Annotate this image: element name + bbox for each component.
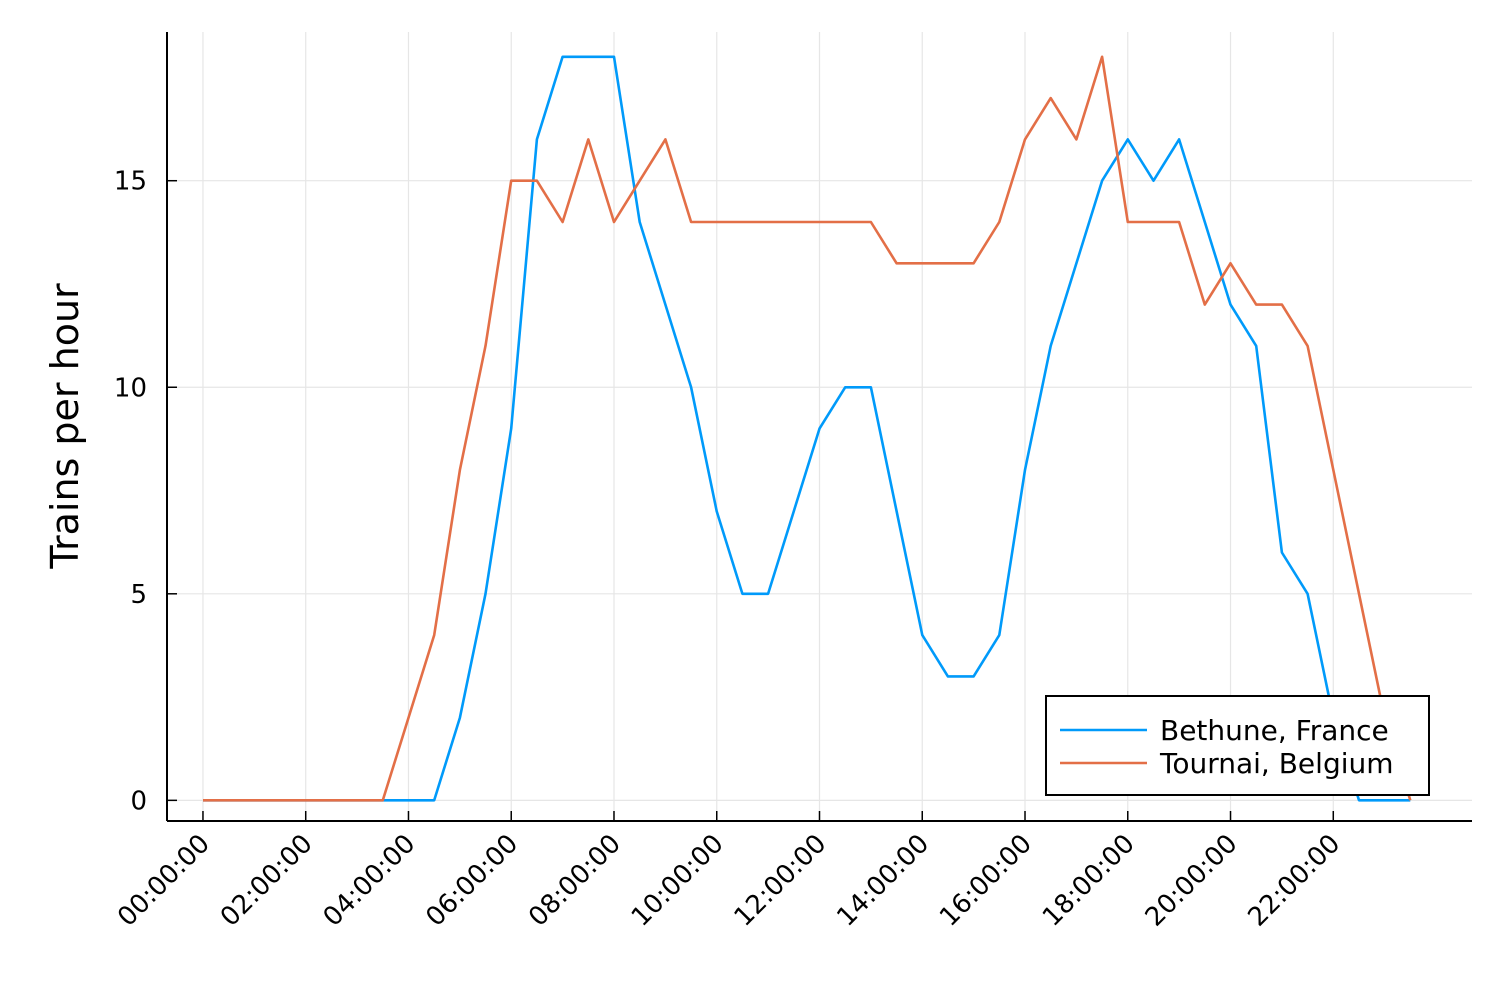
y-tick-label: 5 <box>130 580 147 610</box>
y-tick-label: 15 <box>114 167 147 197</box>
grid-lines <box>167 32 1472 821</box>
legend-label: Tournai, Belgium <box>1159 747 1394 780</box>
series-line-1 <box>203 55 1411 802</box>
series-line-2 <box>203 55 1412 802</box>
axes <box>166 32 1472 822</box>
series-lines <box>203 55 1412 802</box>
y-axis-title: Trains per hour <box>43 283 87 570</box>
legend-label: Bethune, France <box>1160 714 1389 747</box>
y-tick-label: 10 <box>114 373 147 403</box>
y-tick-label: 0 <box>130 786 147 816</box>
legend-box <box>1045 695 1430 796</box>
